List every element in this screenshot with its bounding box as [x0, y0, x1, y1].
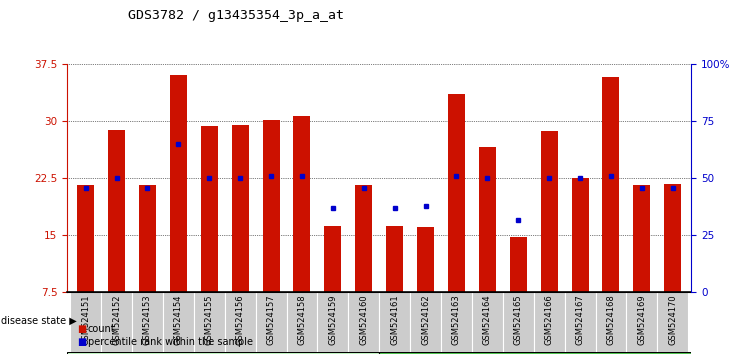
Bar [386, 226, 403, 292]
Text: percentile rank within the sample: percentile rank within the sample [88, 337, 253, 347]
Bar [572, 178, 588, 292]
Text: GSM524157: GSM524157 [266, 295, 276, 345]
Bar [194, 292, 225, 354]
Text: GSM524159: GSM524159 [328, 295, 337, 345]
Bar [657, 292, 688, 354]
Text: GSM524155: GSM524155 [205, 295, 214, 345]
Bar [479, 147, 496, 292]
Bar [564, 292, 596, 354]
Bar [664, 184, 681, 292]
Text: ■: ■ [77, 324, 86, 333]
Bar [626, 292, 657, 354]
Bar [448, 94, 465, 292]
Text: count: count [88, 324, 115, 333]
Bar [602, 78, 620, 292]
Text: GSM524169: GSM524169 [637, 295, 646, 345]
Bar [77, 185, 94, 292]
Bar [472, 292, 503, 354]
Text: GSM524166: GSM524166 [545, 295, 553, 345]
Text: GSM524164: GSM524164 [483, 295, 492, 345]
Bar [293, 116, 310, 292]
Bar [541, 131, 558, 292]
Text: ■: ■ [77, 337, 86, 347]
Text: GSM524154: GSM524154 [174, 295, 183, 345]
Text: GSM524163: GSM524163 [452, 295, 461, 345]
Bar [231, 125, 249, 292]
Text: disease state ▶: disease state ▶ [1, 315, 77, 325]
Text: GSM524170: GSM524170 [668, 295, 677, 345]
Text: GSM524161: GSM524161 [390, 295, 399, 345]
Bar [101, 292, 132, 354]
Bar [67, 352, 380, 354]
Text: GSM524152: GSM524152 [112, 295, 121, 345]
Bar [324, 226, 342, 292]
Bar [348, 292, 380, 354]
Bar [441, 292, 472, 354]
Bar [380, 352, 691, 354]
Bar [163, 292, 194, 354]
Text: GSM524160: GSM524160 [359, 295, 369, 345]
Bar [225, 292, 256, 354]
Bar [534, 292, 564, 354]
Bar [70, 292, 101, 354]
Text: GSM524165: GSM524165 [514, 295, 523, 345]
Bar [380, 292, 410, 354]
Bar [139, 185, 156, 292]
Text: GSM524168: GSM524168 [607, 295, 615, 345]
Bar [170, 75, 187, 292]
Bar [108, 130, 125, 292]
Bar [596, 292, 626, 354]
Bar [287, 292, 318, 354]
Bar [263, 120, 280, 292]
Bar [318, 292, 348, 354]
Text: GSM524153: GSM524153 [143, 295, 152, 345]
Bar [503, 292, 534, 354]
Bar [410, 292, 441, 354]
Text: GSM524162: GSM524162 [421, 295, 430, 345]
Text: GSM524156: GSM524156 [236, 295, 245, 345]
Bar [417, 227, 434, 292]
Bar [132, 292, 163, 354]
Bar [201, 126, 218, 292]
Text: GSM524167: GSM524167 [575, 295, 585, 345]
Bar [356, 185, 372, 292]
Bar [634, 185, 650, 292]
Bar [255, 292, 287, 354]
Text: GSM524151: GSM524151 [81, 295, 91, 345]
Text: GDS3782 / g13435354_3p_a_at: GDS3782 / g13435354_3p_a_at [128, 9, 344, 22]
Bar [510, 237, 527, 292]
Text: GSM524158: GSM524158 [298, 295, 307, 345]
